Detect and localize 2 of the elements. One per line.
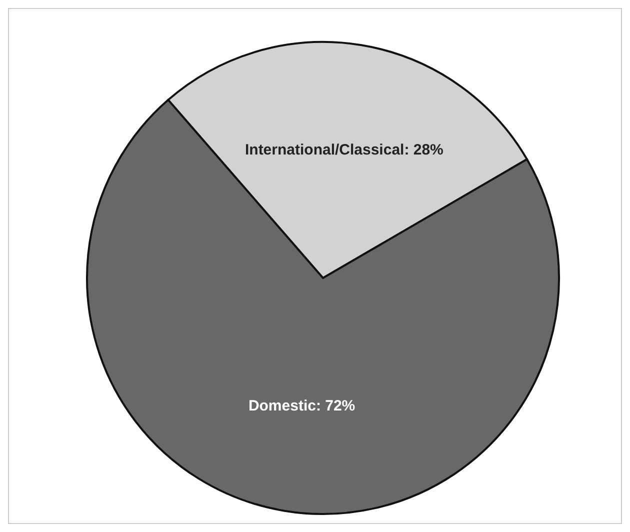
slice-label: Domestic: 72%: [248, 398, 356, 415]
slice-label: International/Classical: 28%: [244, 141, 444, 158]
